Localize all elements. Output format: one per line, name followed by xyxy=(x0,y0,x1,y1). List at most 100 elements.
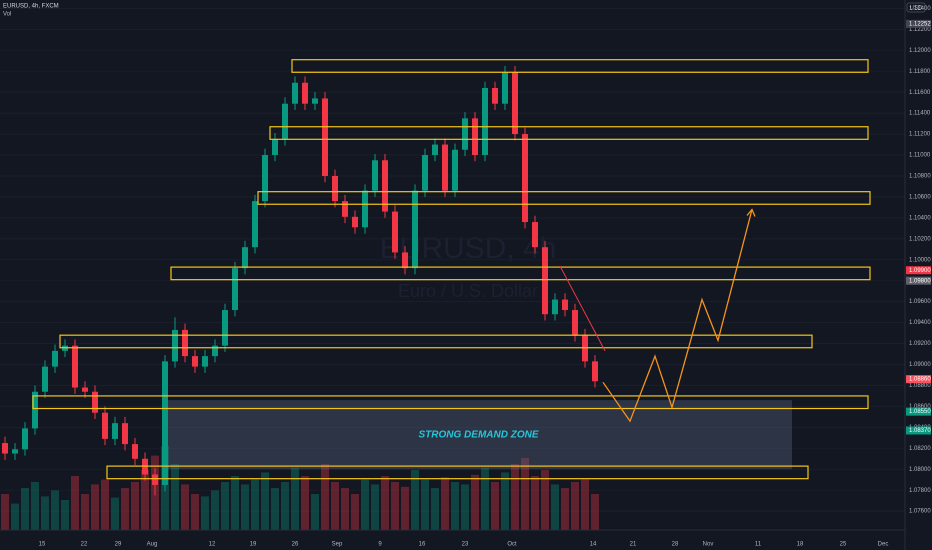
price-tag-label: 1.12252 xyxy=(909,21,931,27)
candle-body xyxy=(472,118,478,156)
volume-bar xyxy=(251,479,259,530)
candle-body xyxy=(92,391,98,413)
volume-bar xyxy=(191,494,199,530)
candle-body xyxy=(312,98,318,104)
zone-box xyxy=(269,126,869,140)
volume-bar xyxy=(351,494,359,530)
x-tick-label: 16 xyxy=(419,542,426,548)
volume-bar xyxy=(511,464,519,530)
candle-body xyxy=(342,201,348,217)
y-tick-label: 1.08600 xyxy=(909,404,931,410)
candle-body xyxy=(32,391,38,429)
volume-bar xyxy=(221,482,229,530)
candle-body xyxy=(522,134,528,223)
volume-bar xyxy=(71,476,79,530)
volume-bar xyxy=(111,497,119,530)
candle-body xyxy=(502,72,508,104)
trendline xyxy=(559,265,606,352)
candle-body xyxy=(442,144,448,191)
candle-body xyxy=(112,423,118,439)
candle-body xyxy=(282,103,288,140)
price-tag-label: 1.08550 xyxy=(909,409,931,415)
volume-bar xyxy=(411,470,419,530)
volume-bar xyxy=(341,488,349,530)
volume-bar xyxy=(481,467,489,530)
projection-arrowhead xyxy=(746,208,756,217)
volume-bar xyxy=(31,482,39,530)
y-tick-label: 1.11400 xyxy=(909,111,931,117)
y-tick-label: 1.08800 xyxy=(909,383,931,389)
candle-body xyxy=(232,268,238,311)
volume-bar xyxy=(381,476,389,530)
candle-body xyxy=(222,310,228,346)
volume-bar xyxy=(121,488,129,530)
x-tick-label: 22 xyxy=(81,542,88,548)
x-tick-label: 14 xyxy=(590,542,597,548)
y-tick-label: 1.09200 xyxy=(909,341,931,347)
y-tick-label: 1.10200 xyxy=(909,236,931,242)
volume-bar xyxy=(581,479,589,530)
candle-body xyxy=(272,139,278,156)
candle-body xyxy=(452,149,458,191)
y-tick-label: 1.10800 xyxy=(909,174,931,180)
volume-bar xyxy=(451,482,459,530)
volume-bar xyxy=(441,477,449,530)
y-tick-label: 1.10600 xyxy=(909,194,931,200)
x-tick-label: 28 xyxy=(672,542,679,548)
symbol-title: EURUSD, 4h, FXCM xyxy=(3,4,59,10)
volume-bar xyxy=(541,470,549,530)
volume-bar xyxy=(201,496,209,530)
currency-label[interactable]: USD xyxy=(910,6,923,12)
x-tick-label: 12 xyxy=(209,542,216,548)
volume-bar xyxy=(531,476,539,530)
candle-body xyxy=(2,443,8,454)
currency-button[interactable] xyxy=(906,2,926,13)
candle-body xyxy=(102,412,108,439)
volume-bar xyxy=(501,472,509,530)
y-tick-label: 1.08000 xyxy=(909,467,931,473)
candle-body xyxy=(12,449,18,454)
candle-body xyxy=(52,350,58,367)
volume-bar xyxy=(271,488,279,530)
candle-body xyxy=(542,247,548,315)
volume-bar xyxy=(91,484,99,530)
volume-bar xyxy=(231,476,239,530)
volume-bar xyxy=(241,484,249,530)
candle-body xyxy=(242,247,248,269)
volume-bar xyxy=(131,482,139,530)
candle-body xyxy=(492,87,498,104)
y-tick-label: 1.08200 xyxy=(909,446,931,452)
volume-bar xyxy=(591,494,599,530)
volume-bar xyxy=(21,488,29,530)
y-tick-label: 1.11000 xyxy=(909,153,931,159)
candle-body xyxy=(292,82,298,104)
y-tick-label: 1.09400 xyxy=(909,320,931,326)
candle-body xyxy=(422,155,428,191)
x-tick-label: 29 xyxy=(115,542,122,548)
candle-body xyxy=(202,356,208,367)
x-tick-label: 26 xyxy=(292,542,299,548)
volume-bar xyxy=(561,488,569,530)
price-tag xyxy=(906,19,931,28)
volume-bar xyxy=(551,484,559,530)
candle-body xyxy=(332,175,338,202)
candle-body xyxy=(562,299,568,311)
volume-bar xyxy=(291,467,299,530)
volume-bar xyxy=(1,494,9,530)
volume-bar xyxy=(391,482,399,530)
x-tick-label: 11 xyxy=(755,542,762,548)
zone-box xyxy=(59,334,813,349)
zone-box xyxy=(106,465,809,480)
volume-bar xyxy=(281,482,289,530)
price-tag-label: 1.09800 xyxy=(909,278,931,284)
y-tick-label: 1.12200 xyxy=(909,27,931,33)
volume-bar xyxy=(571,482,579,530)
price-tag xyxy=(906,375,931,384)
volume-bar xyxy=(461,484,469,530)
volume-bar xyxy=(171,464,179,530)
x-tick-label: Nov xyxy=(703,542,714,548)
price-tag xyxy=(906,276,931,285)
volume-bar xyxy=(311,494,319,530)
volume-bar xyxy=(101,479,109,530)
